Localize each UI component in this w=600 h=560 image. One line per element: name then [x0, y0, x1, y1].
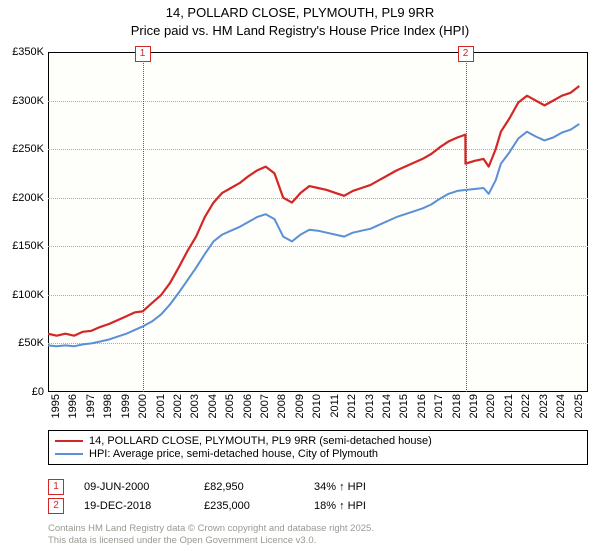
- x-axis-label: 2004: [207, 394, 219, 418]
- legend: 14, POLLARD CLOSE, PLYMOUTH, PL9 9RR (se…: [48, 430, 588, 465]
- x-axis-label: 2024: [555, 394, 567, 418]
- legend-label: 14, POLLARD CLOSE, PLYMOUTH, PL9 9RR (se…: [89, 435, 432, 447]
- event-price: £82,950: [204, 481, 294, 493]
- event-date: 19-DEC-2018: [84, 500, 184, 512]
- event-delta: 18% ↑ HPI: [314, 500, 366, 512]
- y-axis-label: £200K: [12, 192, 44, 204]
- x-axis-label: 1997: [85, 394, 97, 418]
- y-axis-label: £300K: [12, 95, 44, 107]
- y-axis-label: £100K: [12, 289, 44, 301]
- x-axis-label: 2019: [468, 394, 480, 418]
- x-axis-label: 1995: [50, 394, 62, 418]
- chart-container: 14, POLLARD CLOSE, PLYMOUTH, PL9 9RR Pri…: [0, 0, 600, 560]
- x-axis-label: 2007: [259, 394, 271, 418]
- legend-item: HPI: Average price, semi-detached house,…: [55, 448, 581, 460]
- x-axis-label: 2012: [346, 394, 358, 418]
- chart-area: £0£50K£100K£150K£200K£250K£300K£350K 199…: [48, 52, 588, 392]
- x-axis-label: 1998: [102, 394, 114, 418]
- event-badge: 2: [48, 498, 64, 514]
- series-line: [48, 124, 579, 346]
- series-line: [48, 86, 579, 336]
- x-axis-label: 2009: [294, 394, 306, 418]
- y-axis-label: £150K: [12, 240, 44, 252]
- x-axis-label: 2025: [573, 394, 585, 418]
- x-axis-label: 2016: [416, 394, 428, 418]
- x-axis-label: 2018: [451, 394, 463, 418]
- x-axis-label: 2005: [224, 394, 236, 418]
- x-axis-label: 2020: [485, 394, 497, 418]
- x-axis-label: 2014: [381, 394, 393, 418]
- event-row: 1 09-JUN-2000 £82,950 34% ↑ HPI: [48, 479, 588, 495]
- x-axis-label: 1996: [67, 394, 79, 418]
- x-axis-label: 2003: [189, 394, 201, 418]
- x-axis-label: 2006: [242, 394, 254, 418]
- line-plot: [48, 52, 588, 392]
- event-date: 09-JUN-2000: [84, 481, 184, 493]
- x-axis-label: 2011: [329, 394, 341, 418]
- x-axis-label: 1999: [120, 394, 132, 418]
- y-axis-label: £0: [32, 386, 44, 398]
- x-axis-label: 2010: [311, 394, 323, 418]
- chart-title: 14, POLLARD CLOSE, PLYMOUTH, PL9 9RR Pri…: [0, 0, 600, 39]
- legend-swatch: [55, 453, 83, 455]
- events-table: 1 09-JUN-2000 £82,950 34% ↑ HPI 2 19-DEC…: [48, 476, 588, 517]
- x-axis-label: 2023: [538, 394, 550, 418]
- y-axis-label: £250K: [12, 143, 44, 155]
- footer: Contains HM Land Registry data © Crown c…: [48, 523, 588, 548]
- x-axis-label: 2013: [364, 394, 376, 418]
- y-axis-label: £350K: [12, 46, 44, 58]
- x-axis-label: 2021: [503, 394, 515, 418]
- title-line-2: Price paid vs. HM Land Registry's House …: [0, 22, 600, 40]
- footer-line-1: Contains HM Land Registry data © Crown c…: [48, 523, 588, 535]
- title-line-1: 14, POLLARD CLOSE, PLYMOUTH, PL9 9RR: [0, 4, 600, 22]
- x-axis-label: 2022: [520, 394, 532, 418]
- x-axis-label: 2017: [433, 394, 445, 418]
- legend-swatch: [55, 440, 83, 442]
- event-delta: 34% ↑ HPI: [314, 481, 366, 493]
- event-badge: 1: [48, 479, 64, 495]
- x-axis-label: 2002: [172, 394, 184, 418]
- footer-line-2: This data is licensed under the Open Gov…: [48, 535, 588, 547]
- x-axis-label: 2008: [276, 394, 288, 418]
- event-row: 2 19-DEC-2018 £235,000 18% ↑ HPI: [48, 498, 588, 514]
- x-axis-label: 2000: [137, 394, 149, 418]
- y-axis-label: £50K: [18, 337, 44, 349]
- x-axis-label: 2001: [155, 394, 167, 418]
- legend-label: HPI: Average price, semi-detached house,…: [89, 448, 378, 460]
- legend-item: 14, POLLARD CLOSE, PLYMOUTH, PL9 9RR (se…: [55, 435, 581, 447]
- event-price: £235,000: [204, 500, 294, 512]
- x-axis-label: 2015: [398, 394, 410, 418]
